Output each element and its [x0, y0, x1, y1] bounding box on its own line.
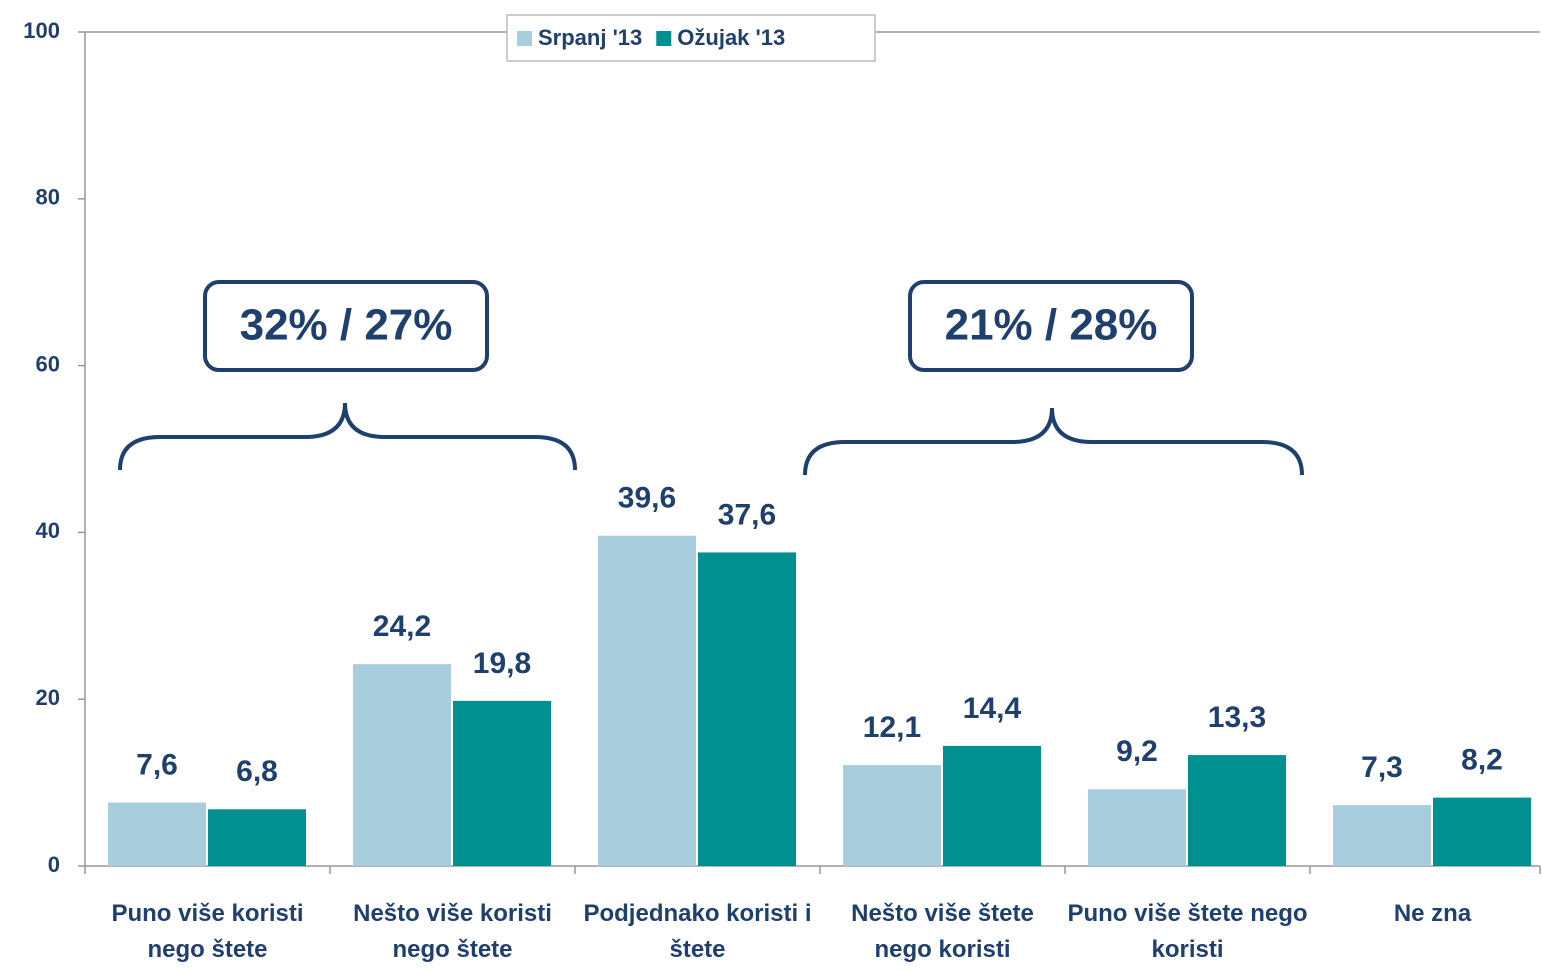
data-label: 39,6 [618, 482, 676, 515]
brace [803, 407, 1304, 476]
bar [598, 535, 696, 866]
annotation: 32% / 27% [240, 301, 453, 350]
y-tick-label: 100 [23, 18, 60, 43]
data-label: 19,8 [473, 647, 531, 680]
data-label: 8,2 [1461, 744, 1503, 777]
y-tick-label: 40 [36, 518, 60, 543]
x-tick-label: Podjednako koristi i štete [583, 900, 812, 963]
legend-label: Ožujak '13 [677, 25, 785, 50]
y-tick-label: 60 [36, 351, 60, 376]
x-tick-label: Ne zna [1393, 900, 1472, 927]
bar [843, 765, 941, 866]
legend-swatch [656, 31, 672, 46]
bar [1333, 805, 1431, 866]
legend-label: Srpanj '13 [538, 25, 642, 50]
legend-swatch [517, 31, 532, 46]
bar [1188, 755, 1286, 866]
data-label: 7,3 [1361, 751, 1403, 784]
x-tick-label: Nešto više štete nego koristi [851, 900, 1034, 963]
y-tick-label: 80 [36, 185, 60, 210]
x-tick-label: Puno više štete nego koristi [1067, 900, 1308, 963]
data-label: 14,4 [963, 692, 1022, 725]
data-label: 24,2 [373, 610, 431, 643]
data-label: 13,3 [1208, 701, 1266, 734]
x-tick-label: Puno više koristi nego štete [111, 900, 304, 963]
bar [353, 664, 451, 866]
bar [943, 745, 1041, 866]
data-label: 6,8 [236, 755, 278, 788]
annotation-box [203, 280, 489, 372]
annotation: 21% / 28% [945, 301, 1158, 350]
data-label: 7,6 [136, 749, 178, 782]
data-label: 37,6 [718, 498, 776, 531]
x-tick-label: Nešto više koristi nego štete [353, 900, 552, 963]
y-tick-label: 0 [48, 852, 60, 877]
bar [1088, 789, 1186, 866]
data-label: 9,2 [1116, 735, 1158, 768]
legend-box [506, 14, 876, 62]
y-tick-label: 20 [36, 685, 60, 710]
data-label: 12,1 [863, 711, 921, 744]
bar [453, 700, 551, 866]
bar [698, 552, 796, 866]
bar [1433, 797, 1531, 866]
brace [118, 402, 577, 471]
bar [108, 802, 206, 866]
bar [208, 809, 306, 866]
annotation-box [908, 280, 1194, 372]
